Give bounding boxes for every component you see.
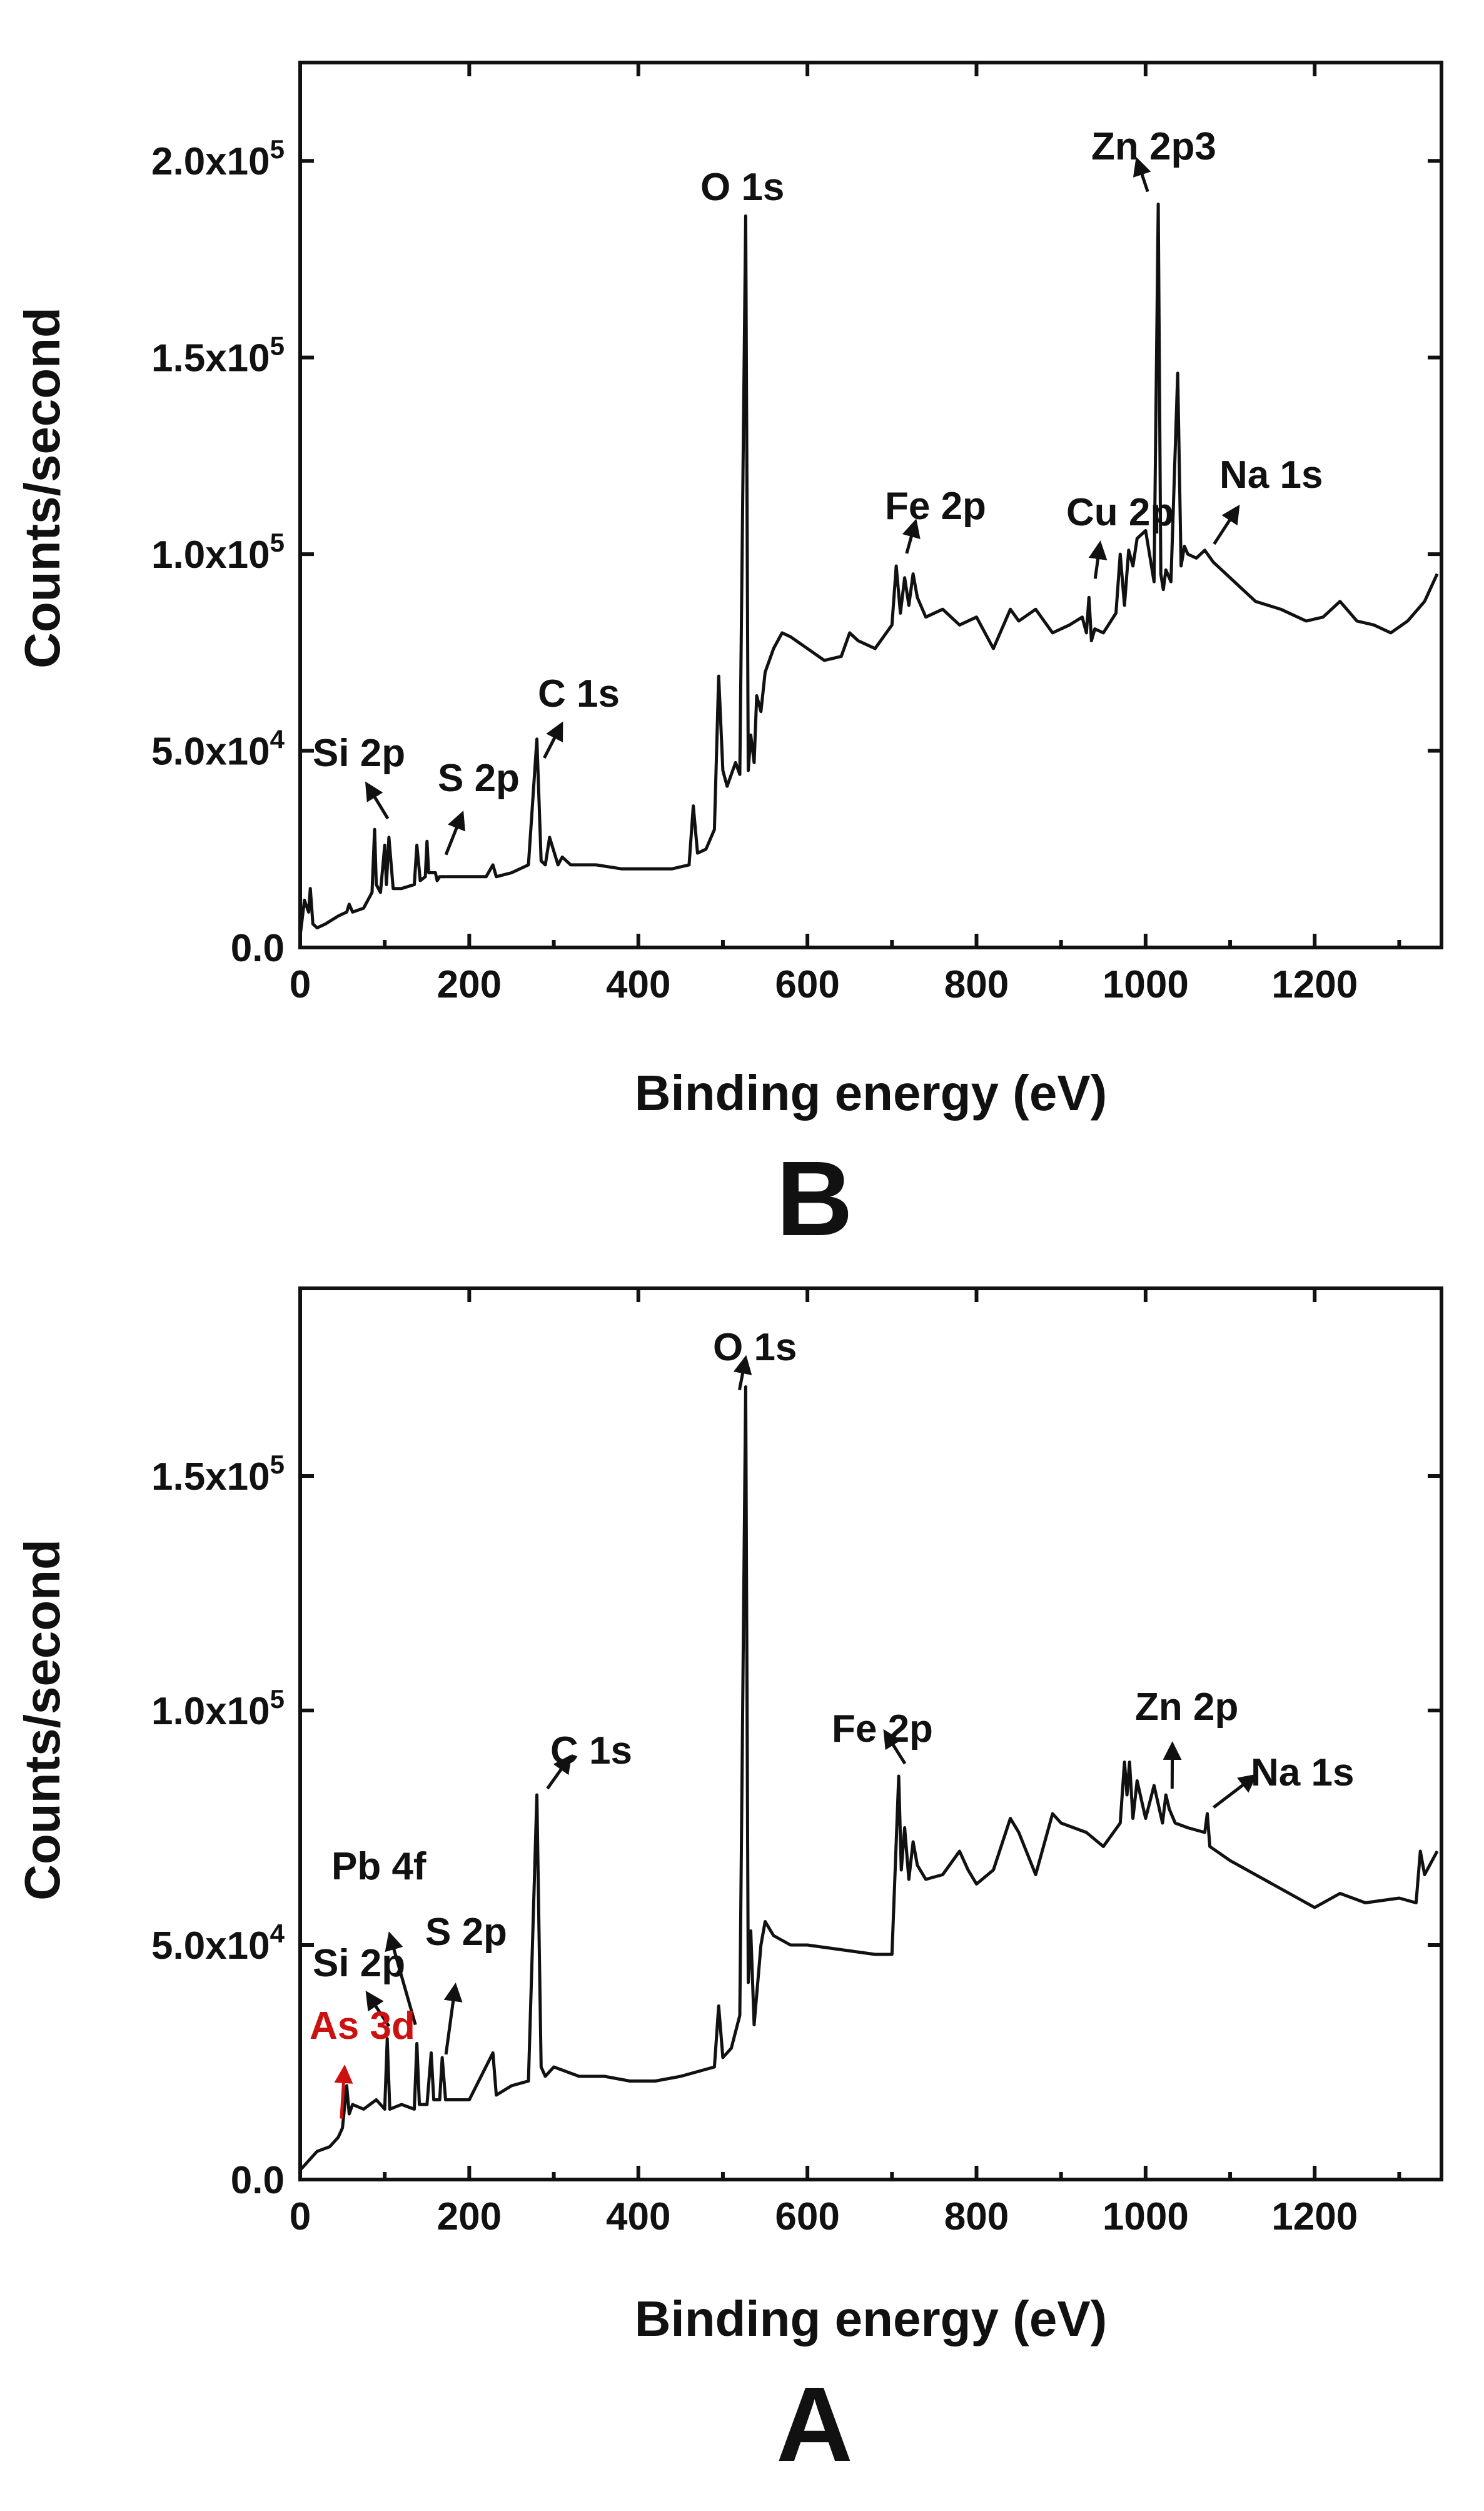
y-axis-title: Counts/second: [14, 307, 70, 669]
x-tick-label: 0: [290, 2195, 311, 2238]
x-tick-label: 800: [944, 963, 1009, 1006]
y-tick-label: 1.5x105: [151, 1450, 285, 1498]
x-tick-label: 1000: [1103, 2195, 1189, 2238]
plot-frame: [300, 63, 1441, 947]
peak-label: Si 2p: [313, 1942, 405, 1985]
peak-label: Na 1s: [1219, 453, 1323, 497]
x-tick-label: 0: [290, 963, 311, 1006]
chart-panel-a: 0 200 400 600 800 1000 1200 0.0 5.0x104 1.0x105 1.…: [14, 1288, 1441, 2484]
spectrum-line: [300, 204, 1437, 936]
x-tick-label: 800: [944, 2195, 1009, 2238]
y-tick-label: 1.0x105: [151, 1684, 285, 1733]
peak-label: S 2p: [438, 757, 520, 800]
y-tick-label: 5.0x104: [151, 1919, 285, 1968]
annotation-arrow: [367, 785, 388, 819]
x-tick-label: 400: [606, 963, 670, 1006]
annotation-arrow: [446, 1986, 455, 2054]
x-tick-label: 200: [437, 963, 502, 1006]
x-axis-title: Binding energy (eV): [635, 1065, 1108, 1121]
x-tick-label: 1200: [1271, 963, 1358, 1006]
x-tick-label: 400: [606, 2195, 670, 2238]
y-tick-label: 1.0x105: [151, 528, 285, 577]
x-tick-label: 1000: [1103, 963, 1189, 1006]
peak-label: Fe 2p: [832, 1707, 933, 1751]
y-tick-label: 1.5x105: [151, 331, 285, 380]
annotation-arrow: [1214, 1776, 1255, 1807]
y-tick-label: 5.0x104: [151, 725, 285, 774]
peak-label: Zn 2p3: [1091, 125, 1216, 168]
peak-label: Si 2p: [313, 732, 405, 775]
chart-panel-b: 0 200 400 600 800 1000 1200 0.0 5.0x104 1.0x105 1.…: [14, 63, 1441, 1258]
y-axis-title: Counts/second: [14, 1539, 70, 1901]
peak-label: As 3d: [310, 2004, 415, 2048]
peak-label: C 1s: [538, 672, 620, 715]
panel-letter: A: [776, 2365, 853, 2484]
annotation-arrow: [544, 725, 561, 758]
x-tick-label: 1200: [1271, 2195, 1358, 2238]
panel-letter: B: [776, 1139, 853, 1258]
y-tick-label: 0.0: [231, 927, 285, 970]
annotation-arrow: [446, 814, 462, 855]
peak-label: S 2p: [425, 1911, 507, 1954]
y-tick-label: 0.0: [231, 2159, 285, 2202]
peak-label: O 1s: [700, 166, 784, 209]
peak-label: Na 1s: [1251, 1751, 1354, 1794]
y-tick-label: 2.0x105: [151, 134, 285, 183]
peak-label: C 1s: [550, 1729, 632, 1772]
peak-label: Fe 2p: [885, 485, 986, 528]
x-tick-label: 600: [775, 2195, 839, 2238]
x-axis-title: Binding energy (eV): [635, 2291, 1108, 2347]
peak-label: Pb 4f: [331, 1845, 427, 1888]
x-tick-label: 600: [775, 963, 839, 1006]
peak-label: Zn 2p: [1135, 1685, 1238, 1729]
x-tick-label: 200: [437, 2195, 502, 2238]
annotation-arrow: [1095, 544, 1100, 578]
peak-label: O 1s: [713, 1326, 797, 1369]
peak-label: Cu 2p: [1066, 491, 1174, 534]
annotation-arrow: [1214, 508, 1238, 544]
